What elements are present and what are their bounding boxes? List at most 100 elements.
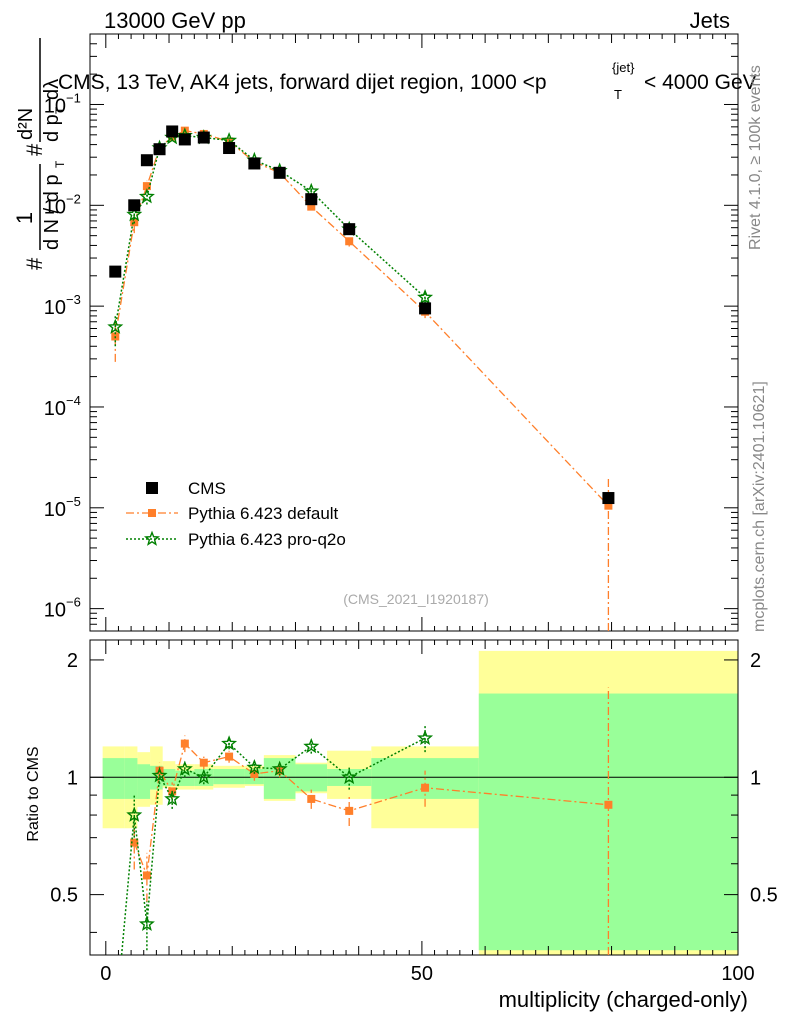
point-default	[225, 137, 234, 146]
y-tick-label: 10	[44, 196, 66, 218]
legend: CMS Pythia 6.423 default Pythia 6.423 pro-…	[126, 479, 346, 549]
ratio-point-default	[307, 794, 316, 803]
legend-item-default: Pythia 6.423 default	[126, 504, 339, 523]
main-frame	[89, 33, 739, 632]
legend-item-data: CMS	[146, 479, 226, 498]
point-data	[273, 166, 286, 179]
point-default	[345, 237, 354, 246]
point-default	[142, 182, 151, 191]
legend-marker-default	[148, 509, 156, 517]
series-default	[111, 126, 613, 631]
ratio-line-proq2o	[120, 737, 426, 956]
point-data	[343, 223, 356, 236]
point-proq2o	[126, 206, 143, 222]
y-tick-label: 10	[44, 499, 66, 521]
y-tick-exponent: −2	[66, 191, 81, 206]
point-data	[109, 265, 122, 278]
ratio-point-default	[604, 800, 613, 809]
rivet-version: Rivet 4.1.0, ≥ 100k events	[747, 65, 764, 250]
ratio-point-default	[199, 758, 208, 767]
uncertainty-band-inner	[102, 758, 125, 799]
point-proq2o	[417, 288, 434, 305]
series-proq2o	[107, 127, 434, 347]
ratio-point-proq2o	[138, 915, 155, 931]
ylabel-one: 1	[12, 212, 37, 224]
ratio-point-default	[225, 752, 234, 761]
series-line-proq2o	[114, 134, 426, 328]
ratio-ylabel: Ratio to CMS	[25, 746, 42, 841]
point-data	[153, 143, 166, 156]
y-tick-exponent: −1	[66, 90, 81, 105]
ratio-point-proq2o	[151, 767, 168, 783]
ratio-point-proq2o	[164, 790, 181, 806]
point-proq2o	[107, 318, 124, 334]
series-data	[109, 125, 615, 505]
ylabel-dNdpT: d N / d p	[41, 174, 63, 250]
ratio-y-tick-label: 1	[67, 767, 78, 789]
point-default	[604, 501, 613, 510]
series-line-default	[114, 129, 609, 507]
ratio-y-tick-label-right: 2	[750, 650, 761, 672]
header-left: 13000 GeV pp	[104, 8, 246, 33]
ylabel-dpT: d p	[41, 114, 63, 142]
y-tick-label: 10	[44, 600, 66, 622]
title-sup: {jet}	[612, 60, 635, 75]
title-post: < 4000 GeV	[644, 71, 757, 94]
ratio-y-tick-label: 2	[67, 650, 78, 672]
point-data	[248, 157, 261, 170]
ylabel-T2: T	[53, 106, 67, 114]
legend-label: Pythia 6.423 pro-q2o	[188, 530, 346, 549]
x-axis-label: multiplicity (charged-only)	[499, 987, 748, 1012]
analysis-watermark: (CMS_2021_I1920187)	[343, 591, 489, 607]
ylabel-hash2: #	[22, 143, 47, 156]
main-ylabel: # 1 d N / d p T # d²N d p T dλ	[12, 38, 67, 270]
point-default	[307, 202, 316, 211]
main-panel: 10−610−510−410−310−210−1	[44, 33, 739, 632]
ratio-point-proq2o	[176, 760, 193, 776]
uncertainty-band-inner	[124, 758, 138, 799]
ratio-frame	[89, 639, 739, 956]
y-tick-label: 10	[44, 297, 66, 319]
header-right: Jets	[690, 8, 730, 33]
x-tick-label: 0	[100, 963, 111, 985]
point-data	[419, 302, 432, 315]
legend-item-proq2o: Pythia 6.423 pro-q2o	[126, 530, 346, 549]
point-data	[166, 125, 179, 138]
ratio-point-proq2o	[341, 768, 358, 785]
ylabel-T1: T	[53, 160, 67, 168]
ratio-point-default	[130, 838, 139, 847]
ratio-panel: 0.5 0.5 1 1 2 2 0 50 100	[50, 639, 778, 985]
ratio-point-default	[421, 783, 430, 792]
x-tick-label: 50	[411, 963, 433, 985]
ratio-point-default	[180, 739, 189, 748]
ratio-point-proq2o	[221, 735, 238, 751]
y-tick-label: 10	[44, 95, 66, 117]
title-pre: CMS, 13 TeV, AK4 jets, forward dijet reg…	[58, 71, 547, 94]
y-tick-exponent: −3	[66, 292, 81, 307]
title-sub: T	[614, 87, 622, 102]
ratio-point-proq2o	[271, 760, 288, 776]
uncertainty-band-inner	[137, 764, 151, 799]
legend-label: Pythia 6.423 default	[188, 504, 339, 523]
uncertainty-band-inner	[295, 764, 328, 792]
point-data	[128, 199, 141, 212]
ratio-point-proq2o	[303, 737, 320, 754]
main-title: CMS, 13 TeV, AK4 jets, forward dijet reg…	[58, 60, 757, 102]
legend-marker-data	[146, 482, 158, 494]
x-tick-label: 100	[721, 963, 754, 985]
point-data	[197, 131, 210, 144]
ylabel-dlambda: dλ	[41, 79, 63, 100]
y-tick-exponent: −5	[66, 494, 81, 509]
ratio-point-proq2o	[126, 806, 143, 822]
legend-label: CMS	[188, 479, 226, 498]
ratio-point-default	[142, 871, 151, 880]
point-proq2o	[138, 188, 155, 204]
ylabel-hash1: #	[22, 257, 47, 270]
ratio-point-proq2o	[246, 758, 263, 775]
ratio-point-default	[345, 806, 354, 815]
ratio-y-tick-label-right: 0.5	[750, 885, 778, 907]
point-data	[602, 492, 615, 505]
y-tick-label: 10	[44, 398, 66, 420]
ylabel-d2N: d²N	[15, 108, 37, 140]
